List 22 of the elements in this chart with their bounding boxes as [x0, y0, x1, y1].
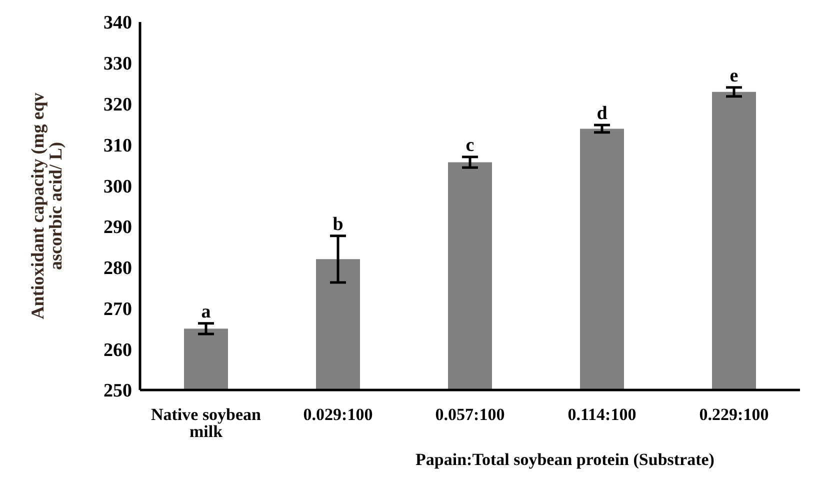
x-axis-title: Papain:Total soybean protein (Substrate): [416, 450, 714, 470]
y-tick-label: 290: [104, 217, 132, 238]
x-tick-label: 0.114:100: [568, 405, 636, 424]
annotation: c: [466, 134, 474, 156]
x-tick-label: 0.057:100: [435, 405, 505, 424]
y-axis-title: Antioxidant capacity (mg eqv ascorbic acid/ L): [27, 92, 66, 320]
y-tick-label: 320: [104, 94, 132, 116]
x-tick-label: Native soybean milk: [150, 405, 262, 442]
annotation: a: [201, 301, 212, 322]
annotation: d: [596, 103, 608, 124]
y-tick-label: 330: [104, 54, 132, 75]
y-tick-label: 340: [104, 12, 132, 34]
y-tick-label: 260: [104, 340, 132, 361]
annotation: b: [332, 214, 344, 235]
x-tick-label: 0.029:100: [303, 405, 373, 424]
y-tick-label: 300: [104, 176, 132, 198]
y-tick-label: 270: [104, 298, 132, 320]
y-tick-label: 250: [104, 380, 132, 402]
y-tick-label: 310: [104, 135, 132, 156]
annotation: e: [730, 65, 738, 86]
x-tick-label: 0.229:100: [699, 405, 769, 424]
y-tick-label: 280: [104, 258, 132, 280]
